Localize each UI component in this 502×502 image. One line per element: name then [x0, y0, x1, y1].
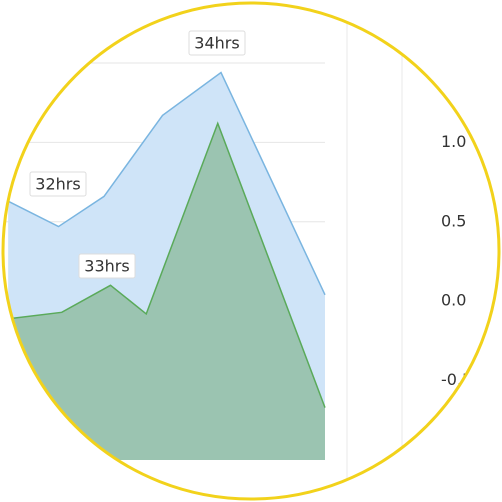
annotation-box	[78, 253, 136, 279]
area-line	[9, 121, 326, 408]
annotation: 34hrs	[194, 34, 239, 53]
annotation: 32hrs	[35, 175, 80, 194]
area-line	[7, 71, 326, 296]
annotation: 33hrs	[84, 257, 129, 276]
annotation-box	[188, 30, 246, 56]
area-fill	[9, 123, 325, 461]
y2-tick-label: 1.0	[441, 132, 466, 151]
y2-tick-label: 0.5	[441, 211, 466, 230]
annotation-box	[29, 171, 87, 197]
y2-tick-label: 0.0	[441, 291, 466, 310]
